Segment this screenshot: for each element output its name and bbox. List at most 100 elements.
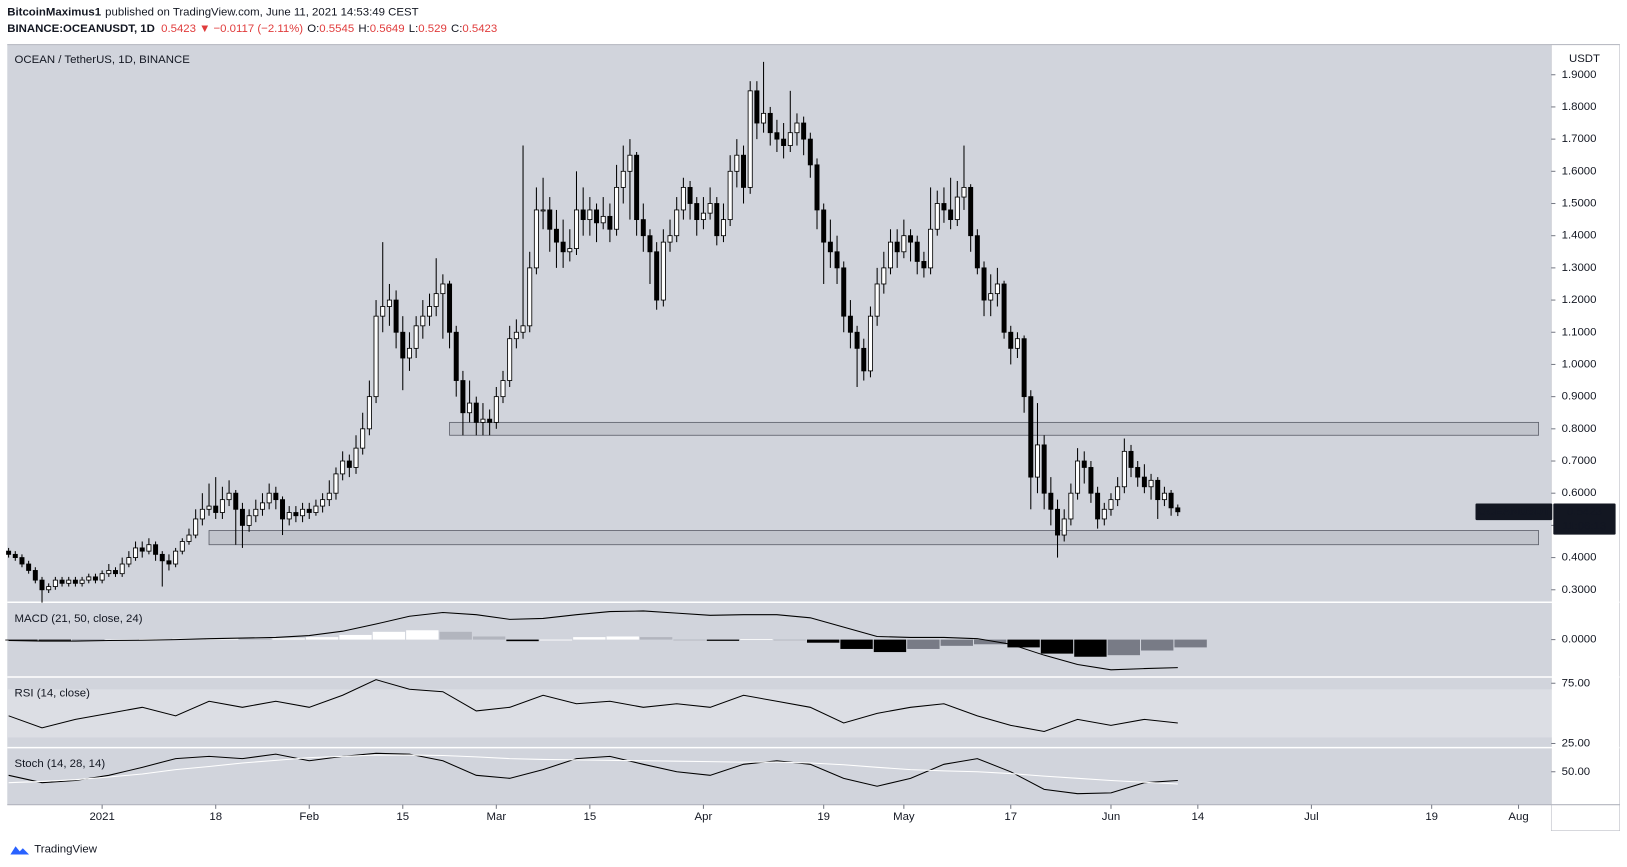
candle-body — [340, 460, 346, 475]
histogram-bar — [305, 637, 339, 640]
candle-body — [226, 492, 232, 501]
candle-body — [1014, 338, 1020, 349]
change: −0.0117 (−2.11%) — [214, 23, 304, 35]
candle-body — [266, 492, 272, 504]
candle-body — [493, 396, 499, 423]
candle-body — [1055, 508, 1061, 536]
indicator-line — [8, 752, 1178, 795]
candle-body — [694, 203, 700, 221]
price-tag: 0.5423 — [1567, 506, 1602, 518]
candle-body — [520, 325, 526, 333]
candle-body — [1028, 396, 1034, 478]
candle-body — [727, 170, 733, 221]
candle-body — [714, 203, 720, 237]
indicator-title: Stoch (14, 28, 14) — [15, 758, 106, 770]
price-axis — [1550, 44, 1620, 831]
histogram-bar — [138, 638, 172, 640]
candle-body — [1088, 467, 1094, 494]
histogram-bar — [673, 639, 706, 641]
candle-body — [994, 283, 1000, 295]
candle-body — [867, 315, 873, 372]
indicator-title: RSI (14, close) — [15, 688, 91, 700]
brand-logo — [10, 846, 30, 855]
candle-body — [360, 428, 366, 449]
candle-body — [861, 347, 867, 372]
histogram-bar — [1007, 639, 1040, 648]
last-price: 0.5423 — [161, 23, 196, 35]
candle-body — [587, 209, 593, 221]
candle-body — [954, 196, 960, 221]
candle-body — [206, 505, 212, 510]
candle-body — [146, 544, 152, 552]
candle-body — [567, 248, 573, 253]
candle-body — [52, 579, 58, 587]
countdown: 11:06:13 — [1563, 520, 1607, 532]
candle-body — [179, 541, 185, 552]
candle-body — [814, 164, 820, 211]
candle-body — [293, 512, 299, 517]
header-line-2: BINANCE:OCEANUSDT, 1D 0.5423 ▼ −0.0117 (−2.… — [7, 23, 497, 35]
candle-body — [847, 315, 853, 333]
candle-body — [1021, 338, 1027, 398]
candle-body — [72, 579, 78, 584]
candle-body — [1061, 518, 1067, 536]
candle-body — [527, 267, 533, 327]
histogram-bar — [806, 639, 840, 643]
candle-body — [553, 228, 559, 243]
symbol-tag: OCEANUSDT — [1478, 506, 1550, 518]
histogram-bar — [773, 639, 806, 641]
ohlc-label: L: — [409, 23, 419, 35]
candle-body — [246, 515, 252, 526]
candle-body — [219, 499, 225, 513]
candle-body — [981, 267, 987, 301]
candle-body — [720, 219, 726, 237]
x-tick-label: Mar — [486, 811, 506, 823]
candle-body — [888, 241, 893, 269]
high-value: 0.5649 — [370, 23, 405, 35]
candle-body — [366, 396, 372, 430]
y-tick-label: 1.9000 — [1562, 69, 1597, 81]
candle-body — [908, 235, 914, 243]
candle-body — [700, 212, 706, 221]
change-arrow: ▼ — [199, 23, 210, 35]
candle-body — [1008, 331, 1014, 349]
y-unit: USDT — [1569, 53, 1600, 65]
candle-body — [781, 138, 787, 146]
histogram-bar — [907, 639, 940, 649]
histogram-bar — [740, 638, 773, 640]
candle-body — [914, 241, 920, 262]
candle-body — [921, 261, 927, 269]
candle-body — [821, 209, 827, 243]
candle-body — [380, 306, 386, 317]
candle-body — [6, 550, 12, 555]
candle-body — [113, 570, 118, 575]
candle-body — [894, 241, 900, 253]
histogram-bar — [1174, 639, 1207, 648]
candle-body — [86, 576, 92, 581]
histogram-bar — [205, 638, 239, 640]
candle-body — [326, 492, 332, 501]
candle-body — [968, 186, 974, 237]
candle-body — [1075, 460, 1081, 494]
candle-body — [634, 154, 640, 221]
histogram-bar — [1040, 639, 1074, 654]
candle-body — [533, 209, 539, 269]
rsi-band — [7, 689, 1552, 738]
candle-body — [674, 209, 680, 237]
candle-body — [594, 209, 600, 224]
low-value: 0.529 — [418, 23, 447, 35]
candle-body — [39, 579, 45, 591]
candle-body — [614, 186, 620, 230]
y-tick-label: 1.0000 — [1562, 358, 1597, 370]
candle-body — [440, 283, 446, 295]
x-tick-label: 19 — [817, 811, 830, 823]
ohlc-label: O: — [307, 23, 319, 35]
candle-body — [139, 547, 145, 552]
candle-body — [346, 460, 352, 468]
candle-body — [1115, 486, 1121, 501]
histogram-bar — [472, 636, 506, 640]
candle-body — [841, 267, 847, 317]
candle-body — [654, 251, 660, 301]
candle-body — [286, 512, 292, 520]
